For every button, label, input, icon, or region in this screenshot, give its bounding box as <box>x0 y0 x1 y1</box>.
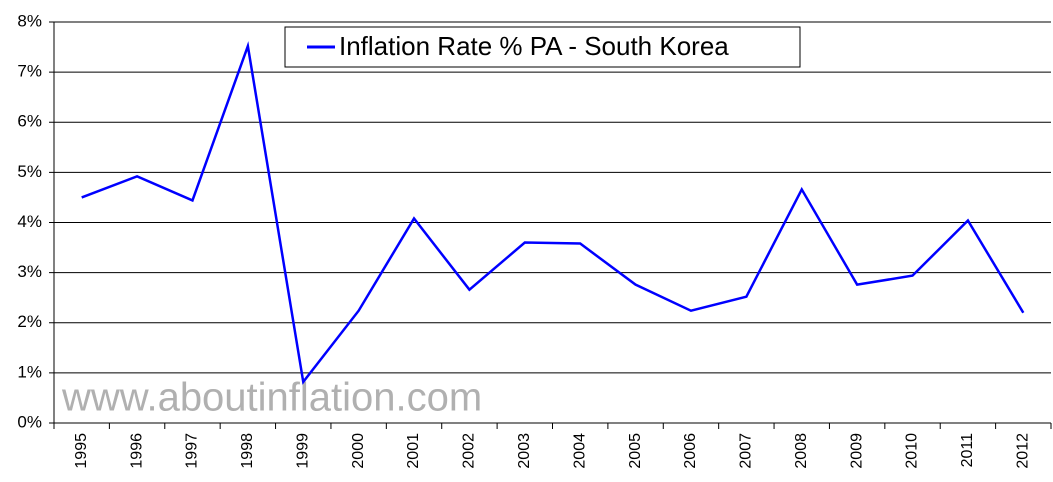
legend-label: Inflation Rate % PA - South Korea <box>339 31 729 61</box>
x-tick-label: 2002 <box>461 433 478 469</box>
x-tick-label: 2004 <box>571 433 588 469</box>
x-tick-label: 2011 <box>959 433 976 468</box>
x-tick-label: 2006 <box>682 433 699 469</box>
x-tick-label: 1996 <box>128 433 145 469</box>
x-tick-label: 2007 <box>738 433 755 469</box>
y-tick-label: 3% <box>17 262 42 281</box>
y-tick-label: 4% <box>17 212 42 231</box>
x-tick-label: 2003 <box>516 433 533 469</box>
x-tick-label: 2000 <box>350 433 367 469</box>
x-tick-label: 2001 <box>405 433 422 469</box>
y-tick-label: 7% <box>17 62 42 81</box>
x-tick-label: 1997 <box>184 433 201 469</box>
x-tick-label: 2012 <box>1015 433 1032 469</box>
legend-box <box>284 26 801 68</box>
y-tick-label: 8% <box>17 11 42 30</box>
x-tick-label: 1999 <box>294 433 311 469</box>
y-tick-label: 1% <box>17 362 42 381</box>
x-tick-label: 2008 <box>793 433 810 469</box>
x-tick-label: 2009 <box>848 433 865 469</box>
y-tick-label: 6% <box>17 112 42 131</box>
watermark: www.aboutinflation.com <box>61 376 482 420</box>
x-tick-label: 2005 <box>627 433 644 469</box>
y-tick-label: 5% <box>17 162 42 181</box>
x-tick-label: 2010 <box>904 433 921 469</box>
x-tick-label: 1995 <box>73 433 90 469</box>
x-tick-label: 1998 <box>239 433 256 469</box>
y-tick-label: 2% <box>17 312 42 331</box>
y-tick-label: 0% <box>17 412 42 431</box>
data-line <box>81 41 1025 385</box>
